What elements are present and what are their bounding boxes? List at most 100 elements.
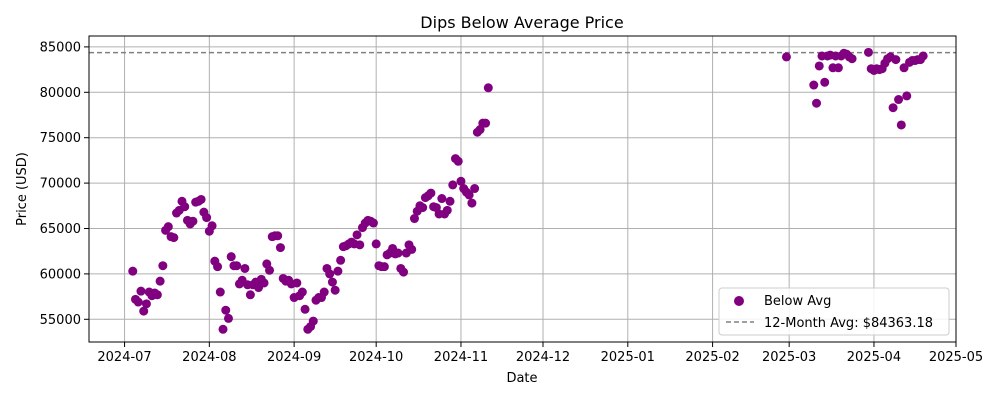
data-point: [128, 266, 138, 276]
data-point: [847, 54, 857, 64]
data-point: [899, 63, 909, 73]
x-tick-label: 2024-08: [182, 350, 236, 365]
data-point: [213, 262, 223, 272]
data-point: [407, 244, 417, 254]
data-point: [245, 290, 255, 300]
x-tick-label: 2025-02: [685, 350, 739, 365]
data-point: [136, 286, 146, 296]
data-point: [896, 120, 906, 130]
x-tick-label: 2024-11: [434, 350, 488, 365]
data-point: [894, 95, 904, 105]
data-point: [221, 305, 231, 315]
data-point: [448, 180, 458, 190]
data-point: [470, 184, 480, 194]
data-point: [133, 297, 143, 307]
data-point: [319, 287, 329, 297]
chart-title: Dips Below Average Price: [420, 13, 623, 32]
x-tick-label: 2025-03: [762, 350, 816, 365]
data-point: [820, 77, 830, 87]
data-point: [483, 83, 493, 93]
data-point: [152, 290, 162, 300]
data-point: [180, 202, 190, 212]
data-point: [812, 98, 822, 108]
legend: Below Avg 12-Month Avg: $84363.18: [718, 287, 950, 336]
data-point: [371, 239, 381, 249]
data-point: [325, 269, 335, 279]
y-tick-label: 75000: [40, 131, 81, 146]
data-point: [368, 218, 378, 228]
y-tick-label: 80000: [40, 86, 81, 101]
data-point: [888, 103, 898, 113]
data-point: [445, 196, 455, 206]
data-point: [464, 190, 474, 200]
data-point: [891, 55, 901, 65]
data-point: [918, 51, 928, 61]
legend-marker-below-avg: [734, 296, 744, 306]
data-point: [196, 194, 206, 204]
data-point: [223, 313, 233, 323]
legend-label-average-line: 12-Month Avg: $84363.18: [764, 316, 933, 331]
data-point: [163, 222, 173, 232]
data-point: [169, 233, 179, 243]
data-point: [418, 203, 428, 213]
y-tick-label: 65000: [40, 222, 81, 237]
data-point: [863, 47, 873, 57]
x-tick-label: 2025-04: [847, 350, 901, 365]
data-point: [456, 176, 466, 186]
data-point: [139, 306, 149, 316]
data-point: [275, 243, 285, 253]
plot-frame: [88, 35, 957, 343]
data-point: [232, 261, 242, 271]
data-point: [781, 52, 791, 62]
data-point: [426, 188, 436, 198]
y-axis-ticks: 55000 60000 65000 70000 75000 80000 85000: [40, 40, 89, 328]
y-tick-label: 55000: [40, 313, 81, 328]
y-tick-label: 60000: [40, 267, 81, 282]
data-point: [297, 287, 307, 297]
data-point: [833, 63, 843, 73]
data-point: [240, 263, 250, 273]
data-point: [393, 248, 403, 258]
data-point: [814, 61, 824, 71]
data-point: [300, 304, 310, 314]
y-tick-label: 70000: [40, 177, 81, 192]
data-point: [226, 252, 236, 262]
data-point: [330, 285, 340, 295]
x-tick-label: 2024-12: [516, 350, 570, 365]
data-point: [207, 221, 217, 231]
data-point: [292, 278, 302, 288]
data-point: [273, 231, 283, 241]
data-point: [437, 194, 447, 204]
data-points: [128, 47, 928, 334]
x-tick-label: 2024-10: [349, 350, 403, 365]
y-tick-label: 85000: [40, 40, 81, 55]
x-tick-label: 2024-09: [267, 350, 321, 365]
data-point: [467, 198, 477, 208]
data-point: [352, 230, 362, 240]
data-point: [809, 80, 819, 90]
data-point: [442, 205, 452, 215]
data-point: [453, 156, 463, 166]
data-point: [327, 277, 337, 287]
x-axis-ticks: 2024-07 2024-08 2024-09 2024-10 2024-11 2024-…: [97, 342, 983, 365]
data-point: [333, 266, 343, 276]
data-point: [158, 261, 168, 271]
data-point: [379, 262, 389, 272]
data-point: [336, 255, 346, 265]
legend-box: [718, 287, 950, 336]
data-point: [155, 276, 165, 286]
y-axis-title: Price (USD): [15, 152, 30, 226]
x-tick-label: 2025-01: [601, 350, 655, 365]
x-axis-title: Date: [506, 371, 537, 386]
x-tick-label: 2024-07: [97, 350, 151, 365]
data-point: [202, 213, 212, 223]
data-point: [308, 316, 318, 326]
data-point: [399, 267, 409, 277]
data-point: [215, 287, 225, 297]
legend-label-below-avg: Below Avg: [764, 294, 831, 309]
data-point: [265, 265, 275, 275]
data-point: [481, 118, 491, 128]
data-point: [902, 91, 912, 101]
data-point: [141, 299, 151, 309]
